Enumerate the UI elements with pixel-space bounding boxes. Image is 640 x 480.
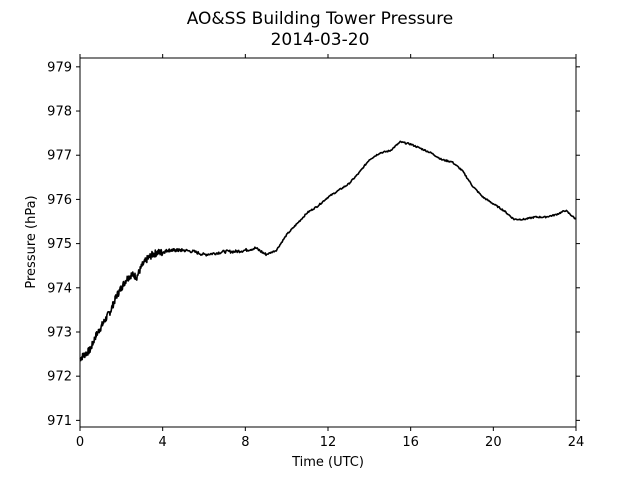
y-tick-label: 978 [47,105,72,120]
y-tick-label: 973 [47,325,72,340]
x-tick-label: 12 [320,435,337,450]
x-tick-label: 4 [159,435,167,450]
y-tick-label: 971 [47,414,72,429]
chart-title: AO&SS Building Tower Pressure [187,9,454,29]
x-axis-label: Time (UTC) [291,455,364,470]
y-tick-label: 979 [47,60,72,75]
axis-ticks [76,54,580,431]
x-tick-label: 24 [568,435,585,450]
axis-tick-labels: 0 4 8 12 16 20 24 971 972 973 974 975 976 977 978 979 [47,60,584,450]
y-tick-label: 972 [47,370,72,385]
chart-subtitle: 2014-03-20 [271,30,370,50]
y-tick-label: 975 [47,237,72,252]
x-tick-label: 0 [76,435,84,450]
y-tick-label: 974 [47,281,72,296]
x-tick-label: 20 [485,435,502,450]
y-axis-label: Pressure (hPa) [24,195,39,288]
plot-area-frame [79,57,577,428]
x-tick-label: 16 [402,435,419,450]
y-tick-label: 977 [47,149,72,164]
y-tick-label: 976 [47,193,72,208]
x-tick-label: 8 [241,435,249,450]
pressure-series-line [79,140,577,362]
